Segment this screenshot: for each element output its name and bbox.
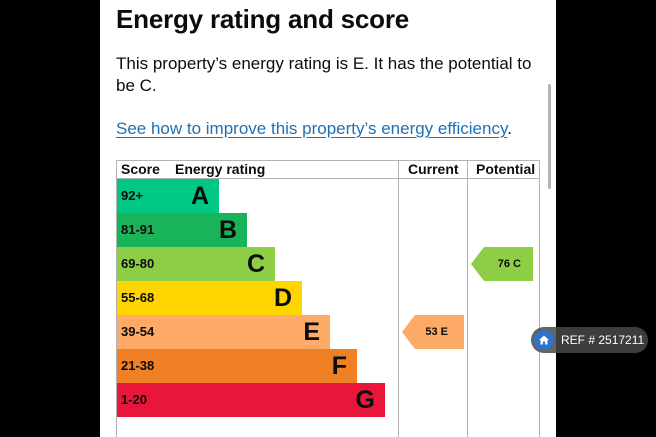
header-divider [116,178,540,179]
score-cell-d: 55-68 [117,281,165,315]
header-potential: Potential [476,161,536,177]
scrollbar-thumb[interactable] [548,84,551,189]
score-cell-e: 39-54 [117,315,165,349]
scrollbar[interactable] [548,84,552,189]
score-cell-g: 1-20 [117,383,165,417]
rating-description: This property’s energy rating is E. It h… [116,54,532,95]
potential-column-divider [467,160,468,437]
chart-right-border [539,160,540,437]
rating-bar-c: C [165,247,275,281]
current-rating-arrow: 53 E [402,315,464,349]
score-cell-f: 21-38 [117,349,165,383]
rating-bar-f: F [165,349,357,383]
potential-rating-arrow: 76 C [471,247,533,281]
rating-bar-d: D [165,281,302,315]
header-current: Current [408,161,459,177]
score-cell-b: 81-91 [117,213,165,247]
energy-rating-chart: Score Energy rating Current Potential 92… [116,160,540,437]
chart-left-border [116,160,117,437]
chart-top-border [116,160,540,161]
improve-efficiency-link[interactable]: See how to improve this property’s energ… [116,119,508,138]
reference-text: REF # 2517211 [561,333,645,347]
score-cell-c: 69-80 [117,247,165,281]
link-suffix: . [507,119,512,138]
current-column-divider [398,160,399,437]
improve-paragraph: See how to improve this property’s energ… [116,118,512,140]
reference-badge: REF # 2517211 [531,327,648,353]
epc-content-panel: Energy rating and score This property’s … [100,0,556,437]
rating-bar-a: A [165,179,219,213]
header-score: Score [121,161,160,177]
home-icon [534,330,554,350]
score-cell-a: 92+ [117,179,165,213]
header-energy-rating: Energy rating [175,161,266,177]
page-title: Energy rating and score [116,4,410,34]
rating-bar-e: E [165,315,330,349]
rating-bar-g: G [165,383,385,417]
rating-bar-b: B [165,213,247,247]
